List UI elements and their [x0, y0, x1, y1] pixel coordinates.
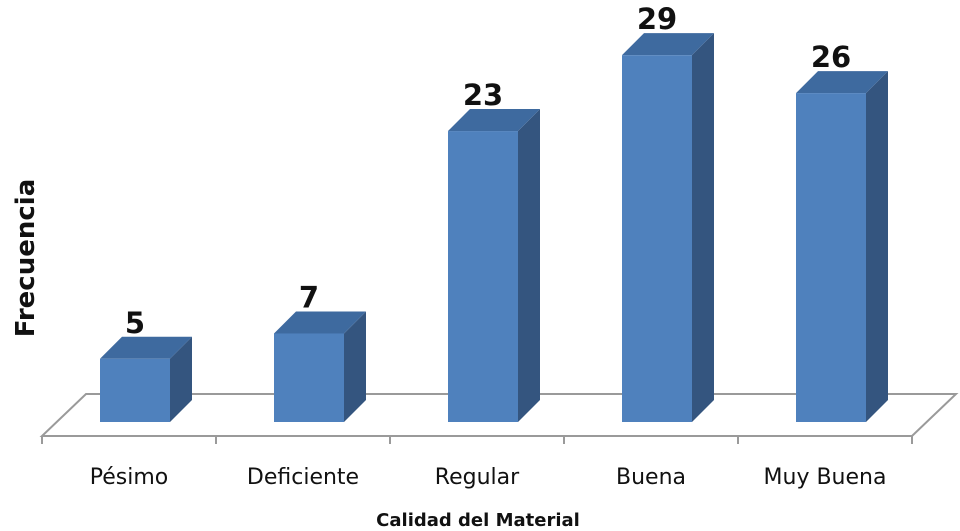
bar-side: [692, 33, 714, 423]
x-axis-title: Calidad del Material: [376, 510, 580, 531]
category-label: Deficiente: [247, 465, 359, 490]
category-label: Buena: [616, 465, 686, 490]
bar-front: [796, 93, 866, 422]
bar-regular: [448, 109, 540, 423]
bar-top: [622, 33, 714, 56]
bar-side: [866, 71, 888, 422]
bar-psimo: [100, 336, 192, 422]
bar-side: [518, 109, 540, 423]
data-label: 23: [463, 78, 503, 112]
x-axis-ticks: [41, 436, 913, 444]
bar-buena: [622, 33, 714, 423]
bar-side: [344, 311, 366, 422]
data-label: 5: [125, 306, 145, 340]
data-label: 29: [637, 2, 677, 36]
bar-front: [274, 333, 344, 422]
category-label: Muy Buena: [764, 465, 887, 490]
bar-top: [100, 336, 192, 359]
bar-front: [622, 55, 692, 423]
bar-top: [448, 109, 540, 132]
data-label: 7: [299, 280, 319, 314]
y-axis-title: Frecuencia: [11, 179, 41, 338]
bar-deficiente: [274, 311, 366, 422]
data-label: 26: [811, 40, 851, 74]
bar-top: [796, 71, 888, 94]
bar-muy-buena: [796, 71, 888, 422]
category-labels: Pésimo Deficiente Regular Buena Muy Buena: [90, 465, 887, 490]
bar-front: [100, 358, 170, 422]
category-label: Regular: [435, 465, 520, 490]
bar-front: [448, 131, 518, 423]
bar-side: [170, 336, 192, 422]
bars: 5 7 23 29 26: [100, 2, 888, 423]
category-label: Pésimo: [90, 465, 168, 490]
bar-top: [274, 311, 366, 334]
